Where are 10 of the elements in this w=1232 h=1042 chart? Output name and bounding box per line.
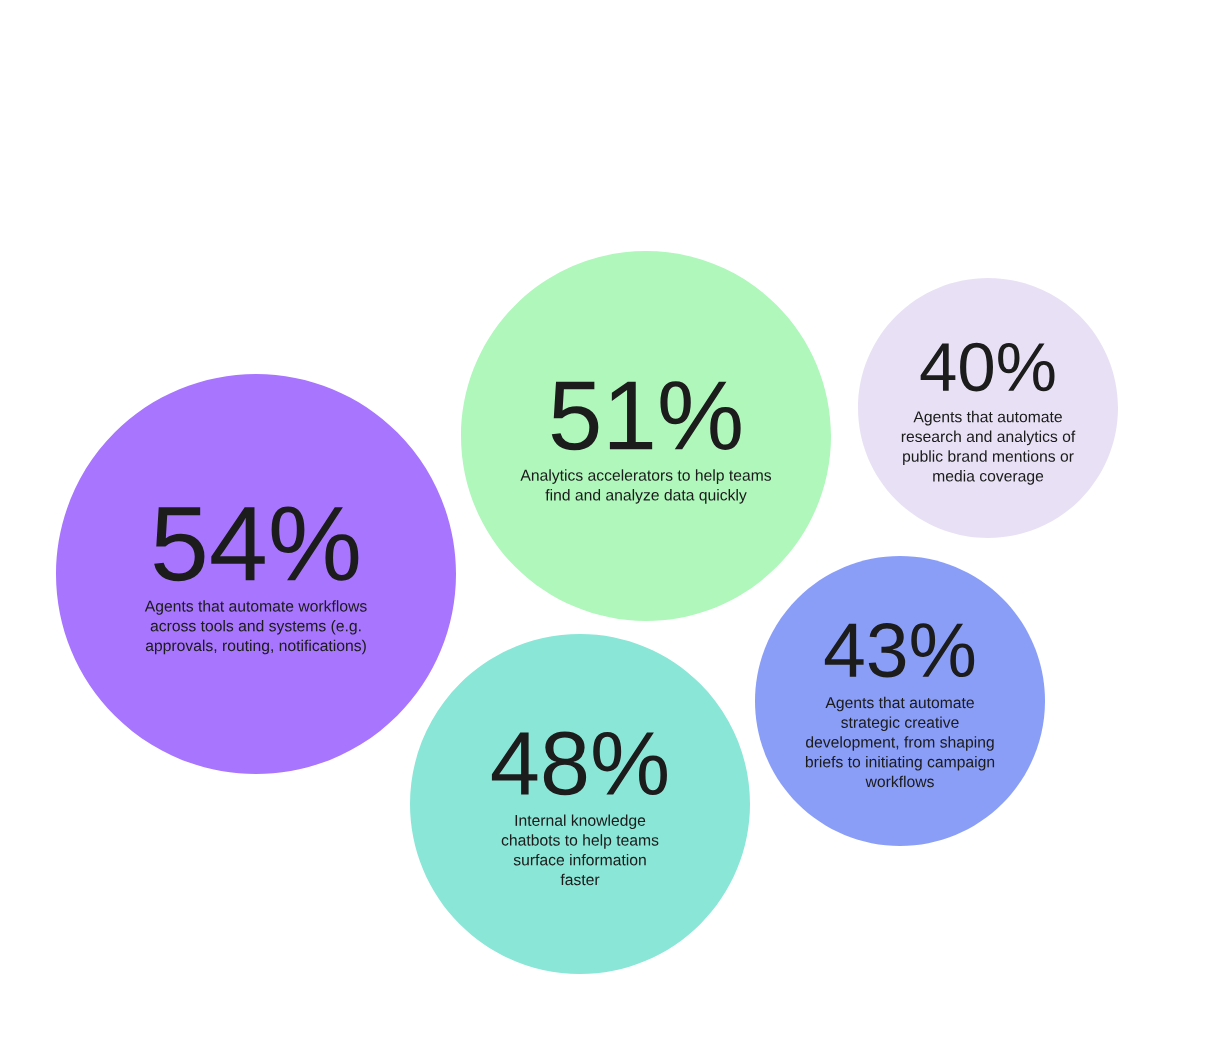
category-label: Agents that automate strategic creative development, from shaping briefs to initiating campaign workflows xyxy=(805,696,995,788)
data-label: 43% xyxy=(824,623,975,678)
data-label: 51% xyxy=(551,381,741,451)
data-label: 54% xyxy=(154,506,359,582)
data-label: 48% xyxy=(491,731,667,796)
category-label: Agents that automate research and analytics of public brand mentions or media coverage xyxy=(901,410,1076,485)
category-label: Analytics accelerators to help teams find and analyze data quickly xyxy=(520,469,772,504)
category-label: Internal knowledge chatbots to help teams surface information faster xyxy=(501,814,659,886)
category-label: Agents that automate workflows across tools and systems (e.g. approvals, routing, notifications) xyxy=(144,600,367,655)
data-label: 40% xyxy=(920,342,1055,392)
